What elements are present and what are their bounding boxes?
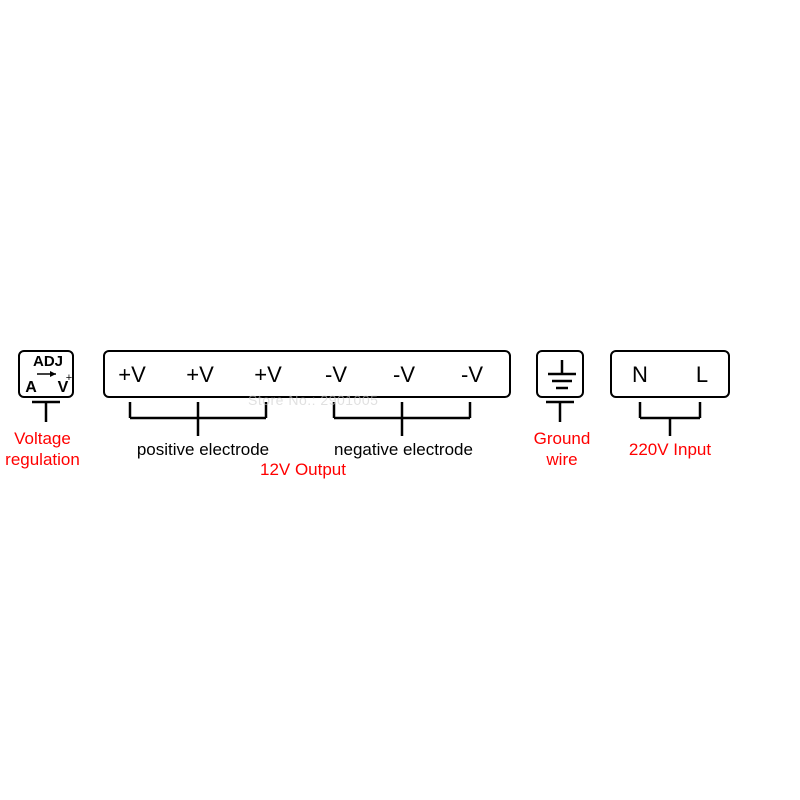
caption-positive-electrode: positive electrode [118, 440, 288, 460]
caption-ground-wire: Ground wire [528, 428, 596, 471]
watermark-text: Store No.: 2901005 [248, 392, 378, 408]
caption-voltage-regulation: Voltage regulation [0, 428, 85, 471]
caption-input: 220V Input [620, 440, 720, 460]
caption-negative-electrode: negative electrode [316, 440, 491, 460]
caption-output: 12V Output [238, 460, 368, 480]
connector-lines [18, 350, 782, 490]
